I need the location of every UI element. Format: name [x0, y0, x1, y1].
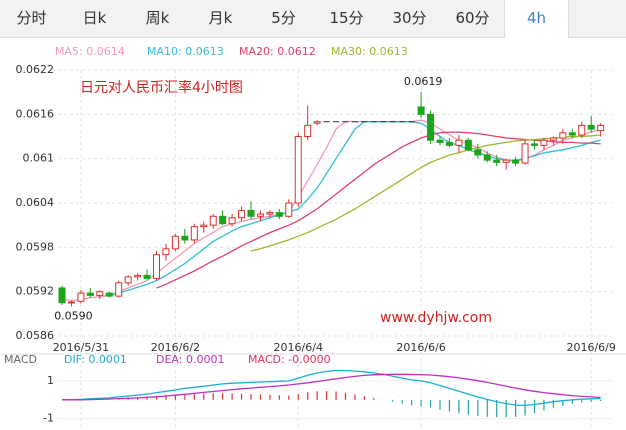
candle-body: [464, 139, 472, 151]
y-tick-label: 0.0616: [16, 107, 55, 120]
candle-body: [190, 226, 198, 241]
candle-body: [313, 121, 321, 124]
candle-body: [67, 301, 75, 304]
candle-body: [86, 292, 94, 296]
x-tick-label: 2016/6/4: [274, 341, 323, 354]
x-tick-label: 2016/6/9: [566, 341, 615, 354]
y-tick-label: 0.0586: [16, 329, 55, 342]
candle-body: [247, 209, 255, 217]
candle-body: [181, 235, 189, 241]
candle-body: [549, 137, 557, 141]
chart-title: 日元对人民币汇率4小时图: [80, 79, 243, 96]
legend-entry: MA20: 0.0612: [239, 45, 316, 58]
y-tick-label: 0.0622: [16, 63, 55, 76]
candle-body: [275, 212, 283, 217]
candle-body: [228, 217, 236, 225]
candle-body: [294, 136, 302, 204]
x-tick-label: 2016/6/2: [151, 341, 200, 354]
candle-body: [143, 274, 151, 279]
candle-body: [483, 154, 491, 161]
ma-line: [109, 121, 601, 297]
candle-body: [105, 292, 113, 297]
candle-body: [58, 287, 66, 304]
candle-body: [77, 292, 85, 302]
candle-body: [531, 143, 538, 146]
tab[interactable]: 分时: [16, 9, 47, 27]
watermark: www.dyhjw.com: [380, 310, 492, 326]
candle-body: [436, 139, 444, 143]
macd-label: MACD: [4, 353, 37, 366]
candle-body: [96, 291, 104, 296]
y-tick-label: 0.0598: [16, 240, 55, 253]
candle-body: [445, 141, 453, 146]
tab[interactable]: 月k: [208, 9, 233, 27]
candle-body: [124, 276, 132, 284]
candle-body: [502, 159, 510, 163]
ma-line: [61, 119, 601, 302]
candle-body: [219, 215, 227, 225]
tab[interactable]: 周k: [145, 9, 170, 27]
candle-body: [266, 212, 274, 215]
candle-body: [455, 139, 463, 146]
candle-body: [417, 106, 425, 115]
ma-line: [250, 134, 601, 252]
y-tick-label: 0.0592: [16, 285, 55, 298]
candle-body: [559, 132, 567, 139]
candle-body: [153, 254, 160, 279]
y-tick-label: -1: [43, 412, 54, 425]
tab-bar: 分时 日k 周k 月k 5分 15分 30分 60分 4h: [0, 0, 626, 38]
candle-body: [285, 202, 293, 217]
annotation: 0.0590: [54, 309, 93, 322]
candle-body: [171, 235, 179, 250]
legend-entry: MA10: 0.0613: [147, 45, 224, 58]
candle-body: [568, 132, 576, 136]
tab[interactable]: 60分: [455, 9, 490, 27]
legend-entry: DEA: 0.0001: [156, 353, 224, 366]
candle-body: [200, 224, 208, 228]
candle-body: [162, 248, 170, 256]
candle-body: [134, 274, 142, 278]
candle-body: [427, 113, 435, 141]
y-tick-label: 1: [47, 374, 54, 387]
candle-body: [540, 139, 548, 146]
tab[interactable]: 5分: [271, 9, 296, 27]
macd-line: [62, 369, 601, 407]
legend-entry: MA30: 0.0613: [331, 45, 408, 58]
candle-body: [578, 124, 586, 136]
candle-body: [256, 213, 264, 217]
legend-entry: MACD: -0.0000: [248, 353, 331, 366]
candle-body: [512, 159, 520, 164]
candle-body: [597, 124, 605, 132]
x-tick-label: 2016/5/31: [53, 341, 109, 354]
x-tick-label: 2016/6/6: [396, 341, 445, 354]
tab[interactable]: 4h: [504, 0, 569, 38]
annotation: 0.0619: [404, 75, 443, 88]
candle-body: [521, 143, 529, 164]
macd-line: [62, 373, 601, 401]
candle-body: [238, 209, 246, 219]
candle-body: [587, 124, 595, 130]
candle-body: [493, 159, 501, 163]
candle-body: [304, 124, 312, 137]
legend-entry: MA5: 0.0614: [55, 45, 125, 58]
candle-body: [209, 215, 217, 226]
tab[interactable]: 日k: [82, 9, 107, 27]
legend-entry: DIF: 0.0001: [64, 353, 127, 366]
tab[interactable]: 30分: [392, 9, 427, 27]
candle-body: [115, 282, 123, 297]
tab[interactable]: 15分: [329, 9, 364, 27]
y-tick-label: 0.061: [23, 152, 55, 165]
y-tick-label: 0.0604: [16, 196, 55, 209]
candle-body: [474, 149, 482, 156]
